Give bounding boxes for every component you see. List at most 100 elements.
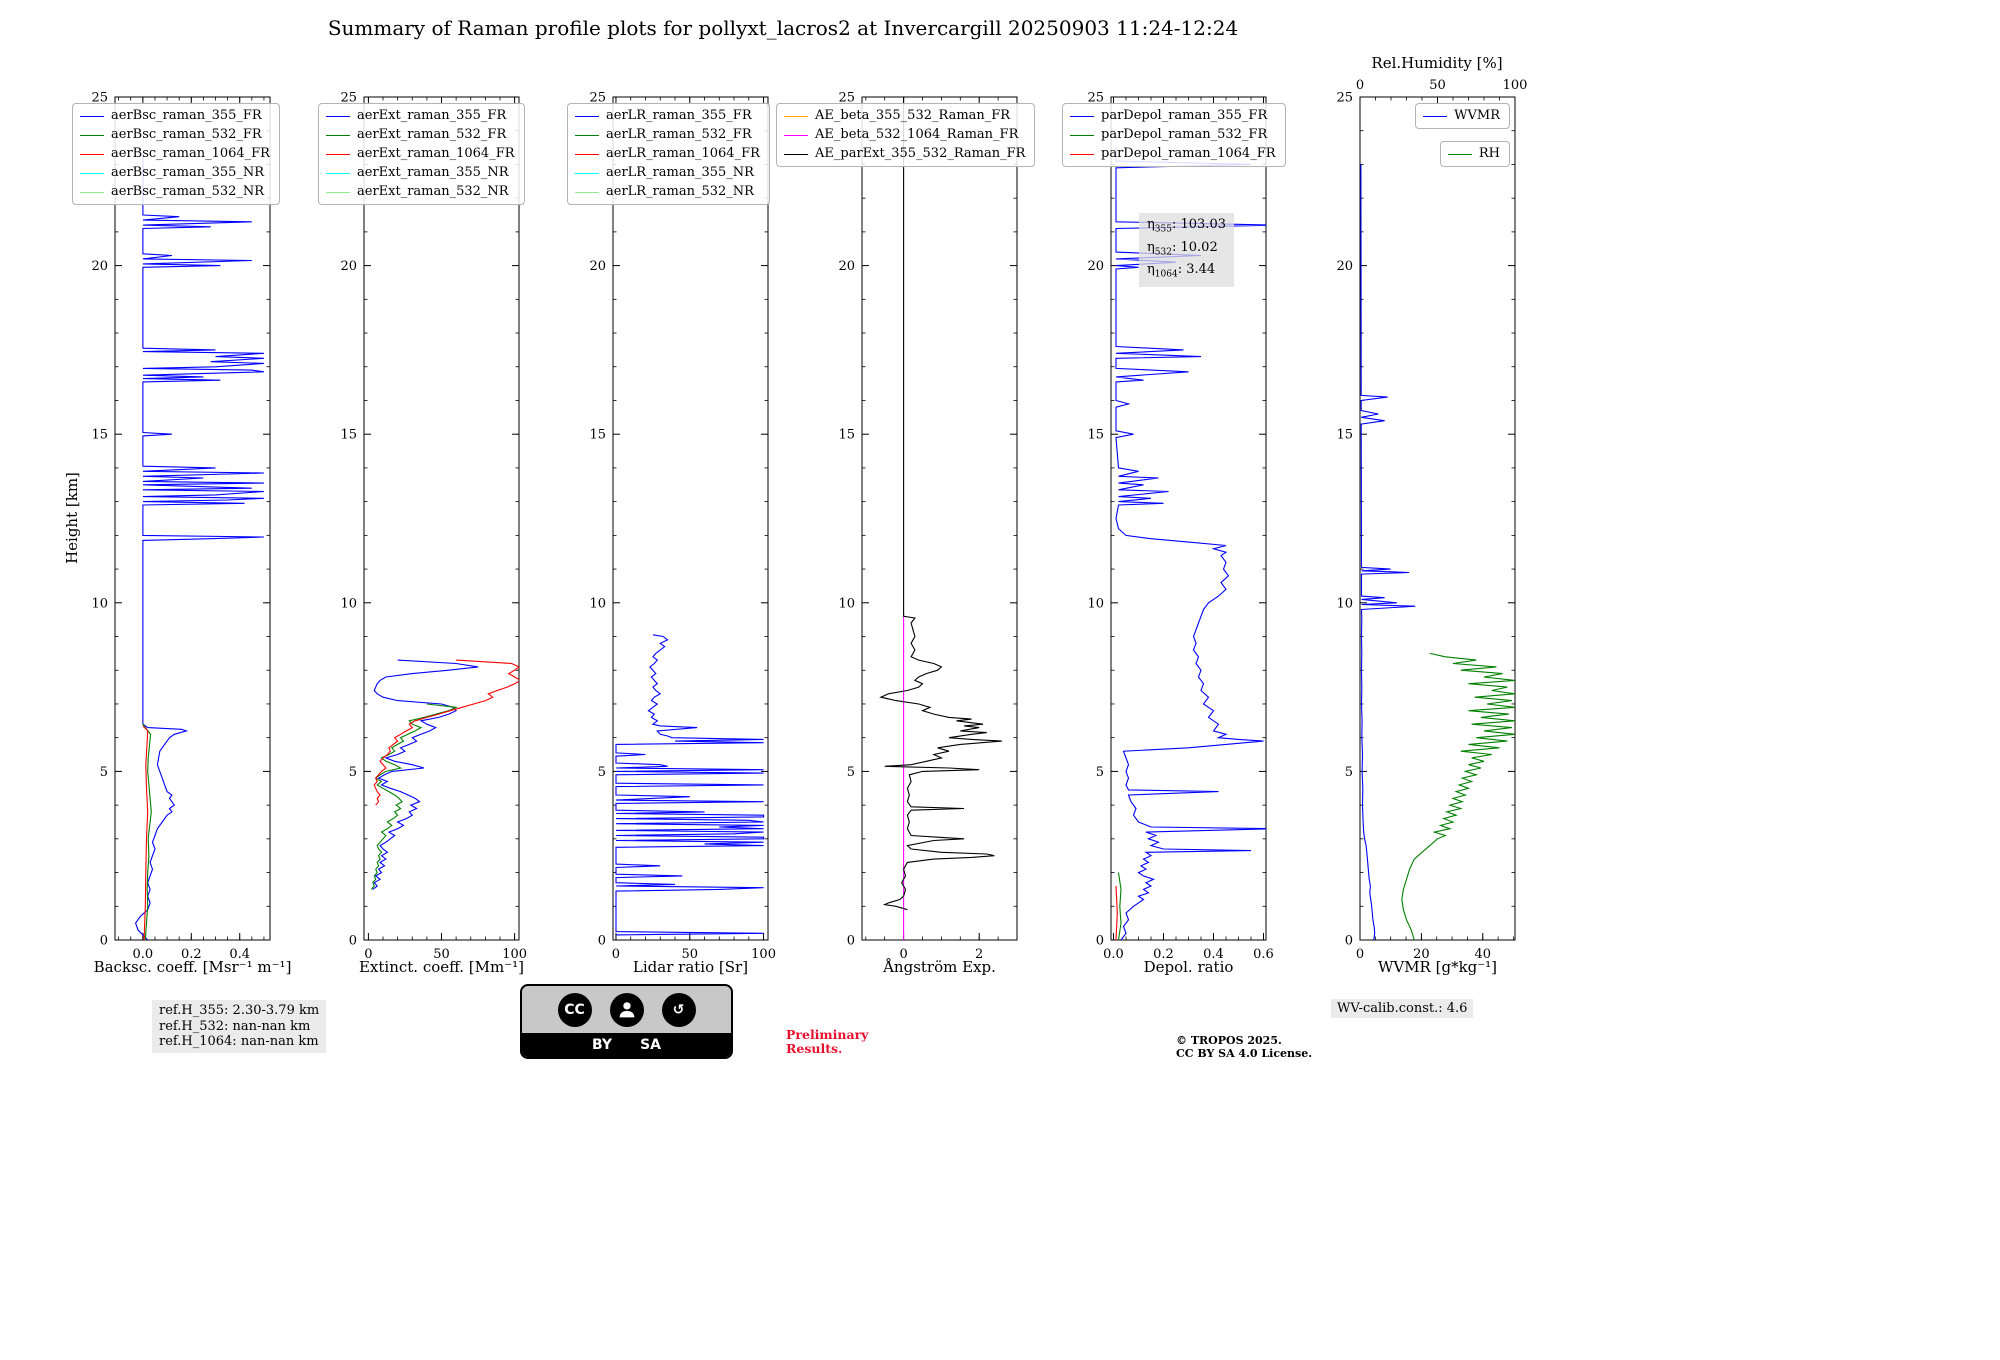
series-AE_parExt_355_532_Raman_FR [879,97,1002,911]
y-tick-label: 0 [847,934,855,949]
legend-label: RH [1478,146,1500,161]
y-tick-label: 5 [1345,765,1353,780]
copyright-line-2: CC BY SA 4.0 License. [1176,1046,1313,1060]
axes-frame [861,96,1018,941]
x-tick-label: 0 [899,947,907,962]
legend-label: parDepol_raman_355_FR [1101,108,1268,123]
legend-label: aerBsc_raman_532_NR [111,184,265,199]
x-tick-label: 0.0 [133,947,154,962]
series-RH [1401,652,1515,940]
series-aerExt_raman_355_FR [372,659,479,890]
legend-line-sample [80,191,104,193]
y-tick-label: 25 [838,91,855,106]
series-parDepol_raman_532_FR [1117,872,1122,940]
panel-bsc: 0 5 10 15 20 25 0.0 0.2 0.4 [91,91,271,962]
y-tick-label: 15 [91,428,108,443]
legend-item: aerExt_raman_532_FR [326,128,515,142]
axes-frame [363,96,520,941]
legend-line-sample [784,153,808,155]
legend-line-sample [326,153,350,155]
x-tick-label: 0.2 [181,947,202,962]
y-tick-label: 25 [1336,91,1353,106]
legend-item: aerLR_raman_532_FR [575,128,760,142]
legend-line-sample [326,191,350,193]
legend-line-sample [326,115,350,117]
share-alike-icon: ↺ [661,992,696,1027]
legend-item: aerLR_raman_355_FR [575,109,760,123]
legend-item: WVMR [1423,109,1500,123]
y-tick-label: 25 [91,91,108,106]
legend-label: aerLR_raman_532_NR [606,184,754,199]
y-tick-label: 10 [838,596,855,611]
legend-item: aerBsc_raman_355_FR [80,109,270,123]
legend-label: AE_beta_532_1064_Raman_FR [815,127,1019,142]
series-WVMR [1360,164,1416,940]
y-tick-label: 20 [1336,259,1353,274]
legend-label: parDepol_raman_532_FR [1101,127,1268,142]
legend-line-sample [1070,115,1094,117]
badge-icons-row: CC ↺ [522,986,731,1033]
y-tick-label: 10 [1336,596,1353,611]
series-aerLR_raman_355_FR [615,634,765,936]
x-tick-label: 100 [751,947,776,962]
legend-label: aerBsc_raman_1064_FR [111,146,270,161]
badge-by-label: BY [592,1037,613,1053]
legend-item: AE_beta_532_1064_Raman_FR [784,128,1025,142]
legend-line-sample [326,134,350,136]
legend-line-sample [1070,134,1094,136]
legend-item: aerLR_raman_355_NR [575,166,760,180]
eta-value-line: η355: 103.03 [1147,217,1226,235]
y-tick-label: 10 [1087,596,1104,611]
legend-label: AE_beta_355_532_Raman_FR [815,108,1011,123]
legend-item: aerBsc_raman_532_FR [80,128,270,142]
legend-label: WVMR [1454,108,1500,123]
ref-height-532: ref.H_532: nan-nan km [159,1018,311,1034]
legend-label: aerExt_raman_1064_FR [357,146,515,161]
legend: parDepol_raman_355_FR parDepol_raman_532_… [1062,103,1286,167]
legend: WVMR [1415,103,1510,129]
panel-depol: 0 5 10 15 20 25 0.0 0.2 0.4 0.6 [1087,91,1274,963]
y-tick-label: 20 [1087,259,1104,274]
preliminary-line-1: Preliminary [786,1027,869,1042]
y-tick-label: 5 [1096,765,1104,780]
preliminary-note: Preliminary Results. [786,1028,868,1056]
legend: AE_beta_355_532_Raman_FR AE_beta_532_1064… [776,103,1036,167]
series-aerBsc_raman_355_FR [134,154,264,940]
panel-ext: 0 5 10 15 20 25 0 50 100 [340,91,527,963]
wv-calibration-note: WV-calib.const.: 4.6 [1331,999,1474,1018]
person-glyph [619,1001,634,1017]
legend-label: aerLR_raman_532_FR [606,127,752,142]
top-tick-label: 100 [1503,78,1528,93]
top-tick-label: 50 [1429,78,1446,93]
y-tick-label: 20 [838,259,855,274]
y-tick-label: 5 [847,765,855,780]
ref-height-355: ref.H_355: 2.30-3.79 km [159,1003,320,1018]
y-tick-label: 20 [340,259,357,274]
y-axis-label: Height [km] [63,472,81,564]
legend-label: aerExt_raman_355_FR [357,108,507,123]
x-tick-label: 2 [975,947,983,962]
series-aerBsc_raman_532_FR [142,723,152,940]
legend-item: aerBsc_raman_355_NR [80,166,270,180]
x-axis-label-bsc: Backsc. coeff. [Msr⁻¹ m⁻¹] [93,958,292,976]
preliminary-line-2: Results. [786,1041,843,1056]
legend-line-sample [575,191,599,193]
legend-item: AE_parExt_355_532_Raman_FR [784,147,1025,161]
x-tick-label: 50 [433,947,450,962]
legend-line-sample [1447,153,1472,155]
legend-line-sample [784,134,808,136]
legend-item: aerExt_raman_532_NR [326,185,515,199]
legend-label: aerExt_raman_532_NR [357,184,509,199]
legend-line-sample [575,153,599,155]
y-tick-label: 15 [838,428,855,443]
reference-height-note: ref.H_355: 2.30-3.79 km ref.H_532: nan-n… [152,1000,327,1053]
series-aerBsc_raman_1064_FR [142,725,149,940]
copyright-note: © TROPOS 2025. CC BY SA 4.0 License. [1176,1034,1313,1060]
y-tick-label: 0 [1096,934,1104,949]
x-tick-label: 0.6 [1253,947,1274,962]
y-tick-label: 5 [598,765,606,780]
x-tick-label: 100 [502,947,527,962]
y-tick-label: 10 [91,596,108,611]
y-tick-label: 5 [100,765,108,780]
